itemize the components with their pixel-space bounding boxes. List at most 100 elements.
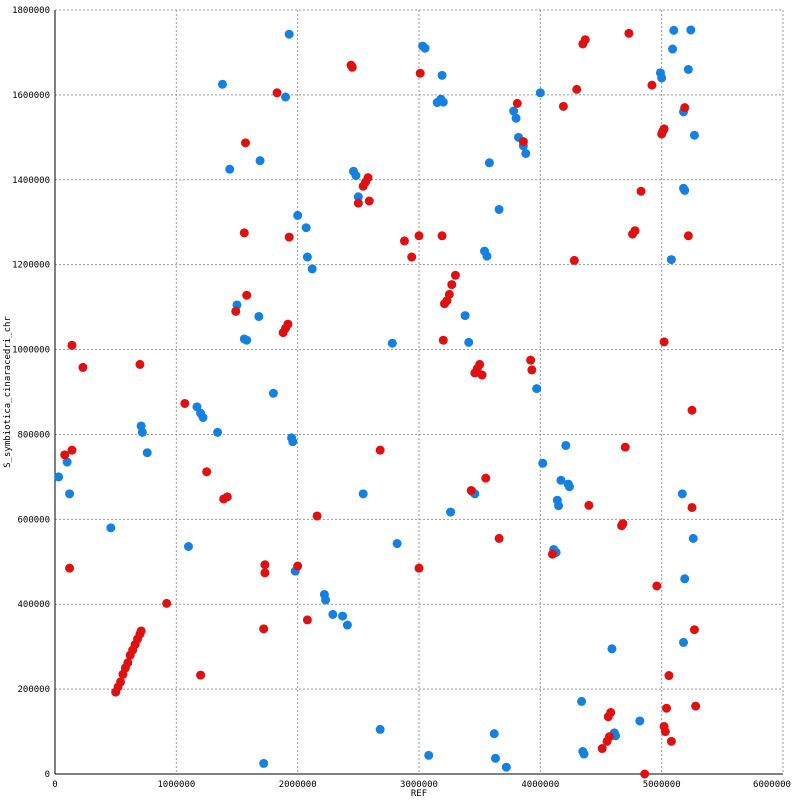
data-point	[450, 270, 460, 280]
data-point	[67, 445, 77, 455]
data-point	[65, 563, 75, 573]
y-tick-label: 600000	[17, 515, 50, 525]
data-point	[414, 231, 424, 241]
data-point	[254, 311, 264, 321]
data-point	[460, 311, 470, 321]
data-point	[358, 489, 368, 499]
data-point	[577, 696, 587, 706]
data-point	[307, 264, 317, 274]
data-point	[477, 370, 487, 380]
data-point	[484, 158, 494, 168]
y-tick-labels: 0 200000 400000 600000 800000 1000000 1200000 1…	[12, 6, 50, 780]
data-point	[142, 448, 152, 458]
data-point	[490, 753, 500, 763]
data-point	[662, 703, 672, 713]
data-point	[444, 289, 454, 299]
data-point	[399, 236, 409, 246]
data-point	[284, 232, 294, 242]
data-point	[630, 226, 640, 236]
data-point	[312, 511, 322, 521]
data-point	[659, 337, 669, 347]
data-point	[375, 445, 385, 455]
data-point	[689, 625, 699, 635]
data-point	[260, 568, 270, 578]
data-point	[116, 677, 126, 687]
data-point	[669, 25, 679, 35]
y-tick-label: 1200000	[12, 261, 50, 271]
data-point	[606, 707, 616, 717]
x-tick-label: 5000000	[643, 780, 681, 790]
data-point	[680, 185, 690, 195]
data-point	[446, 507, 456, 517]
data-point	[547, 549, 557, 559]
y-tick-label: 1400000	[12, 176, 50, 186]
data-point	[624, 28, 634, 38]
data-point	[680, 574, 690, 584]
data-point	[512, 98, 522, 108]
data-point	[136, 626, 146, 636]
data-point	[242, 335, 252, 345]
data-point	[569, 255, 579, 265]
data-point	[475, 359, 485, 369]
data-point	[67, 340, 77, 350]
data-point	[564, 482, 574, 492]
data-point	[242, 290, 252, 300]
data-point	[532, 384, 542, 394]
data-point	[353, 198, 363, 208]
data-point	[635, 716, 645, 726]
data-point	[438, 335, 448, 345]
data-point	[683, 231, 693, 241]
data-point	[561, 440, 571, 450]
data-point	[213, 427, 223, 437]
data-point	[680, 103, 690, 113]
data-point	[501, 762, 511, 772]
x-tick-label: 1000000	[157, 780, 195, 790]
data-point	[225, 164, 235, 174]
data-point	[353, 192, 363, 202]
data-point	[620, 442, 630, 452]
data-point	[521, 148, 531, 158]
data-point	[538, 458, 548, 468]
data-point	[420, 43, 430, 53]
data-point	[415, 68, 425, 78]
data-point	[328, 609, 338, 619]
data-point	[293, 561, 303, 571]
x-tick-label: 0	[52, 780, 57, 790]
data-point	[689, 130, 699, 140]
y-tick-label: 1800000	[12, 6, 50, 16]
data-point	[580, 35, 590, 45]
data-point	[647, 80, 657, 90]
data-point	[407, 252, 417, 262]
data-point	[387, 338, 397, 348]
data-point	[535, 88, 545, 98]
data-point	[137, 427, 147, 437]
data-point	[518, 137, 528, 147]
data-point	[494, 533, 504, 543]
x-tick-labels: 0 1000000 2000000 3000000 4000000 5000000 6000…	[52, 780, 791, 790]
data-point	[135, 359, 145, 369]
data-point	[78, 362, 88, 372]
data-point	[259, 758, 269, 768]
data-point	[679, 637, 689, 647]
data-point	[579, 749, 589, 759]
data-point	[511, 113, 521, 123]
data-point	[198, 412, 208, 422]
data-point	[657, 73, 667, 83]
y-tick-label: 400000	[17, 600, 50, 610]
data-point	[239, 228, 249, 238]
data-point	[162, 598, 172, 608]
data-point	[231, 306, 241, 316]
data-point	[268, 388, 278, 398]
data-point	[301, 223, 311, 233]
data-point	[62, 457, 72, 467]
data-point	[688, 533, 698, 543]
data-point	[572, 84, 582, 94]
x-tick-label: 4000000	[521, 780, 559, 790]
data-point	[604, 732, 614, 742]
data-point	[556, 475, 566, 485]
data-point	[640, 769, 650, 779]
data-point	[687, 502, 697, 512]
data-point	[106, 523, 116, 533]
data-point	[494, 204, 504, 214]
